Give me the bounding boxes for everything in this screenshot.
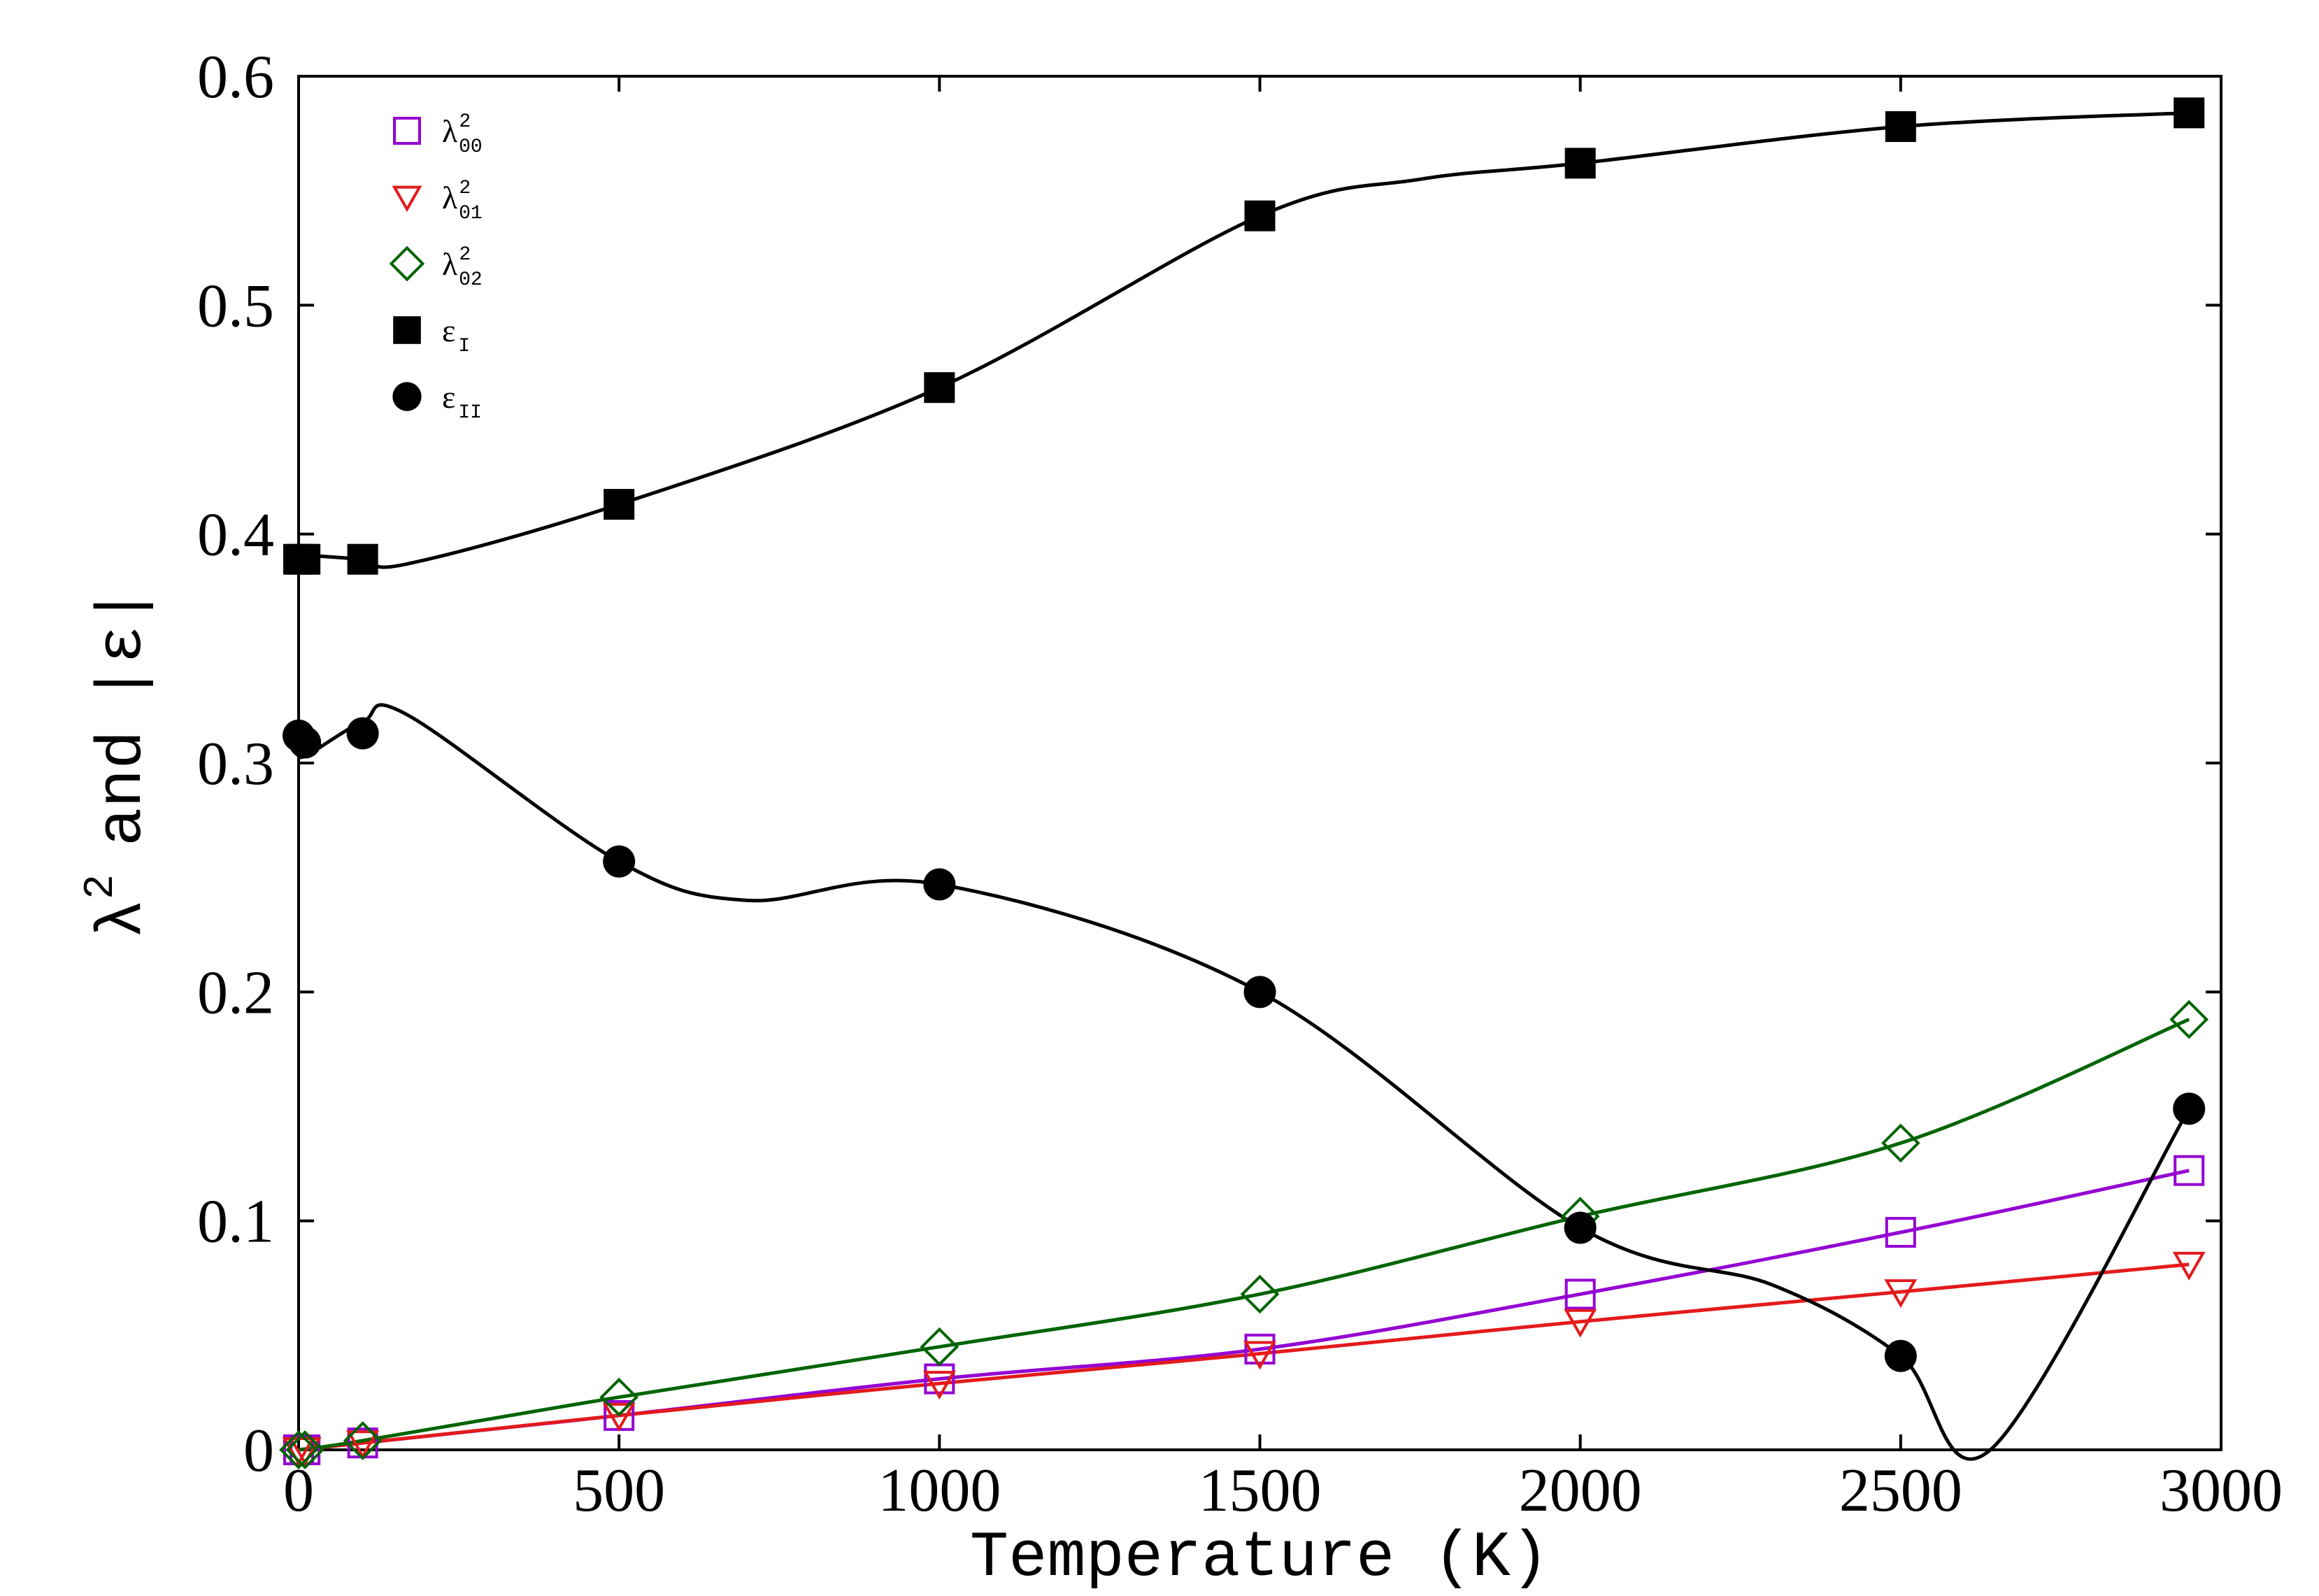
data-point [346,1430,380,1460]
y-tick-label: 0.6 [197,43,274,111]
data-point [2173,1092,2206,1125]
x-tick-label: 1500 [1199,1457,1322,1525]
data-point [289,726,322,759]
data-markers [279,97,2209,1469]
legend-marker [393,117,421,145]
svg-text:λ2and|ε|: λ2 and |ε| [78,587,159,939]
data-point [602,1402,636,1432]
legend-label: λ2 01 [442,178,483,225]
data-point [1885,111,1916,143]
data-point [1240,1274,1280,1314]
data-point [2174,1155,2205,1186]
x-tick-label: 2500 [1839,1457,1962,1525]
series-curve [296,703,2191,1461]
data-point [285,1430,324,1469]
series-curve [298,1262,2190,1452]
data-point [604,489,635,520]
y-tick-label: 0 [243,1417,274,1485]
legend-marker [392,185,422,213]
legend-marker [393,316,421,344]
y-axis-title-base: λ [86,899,159,938]
data-point [922,1371,956,1400]
plot-frame [297,75,2222,1451]
y-tick-label: 0.5 [197,272,274,340]
y-axis-title-power: 2 [78,874,125,899]
data-point [1564,148,1596,179]
legend-label: ε II [442,379,482,424]
data-point [1244,1333,1276,1365]
legend-label: λ2 02 [442,244,483,291]
legend-marker [389,245,425,282]
series-curve [298,1018,2190,1452]
y-axis-title-symbol: ε [86,625,159,664]
y-axis-title-middle: and [86,730,159,846]
data-point [924,372,955,404]
x-tick-label: 1000 [878,1457,1001,1525]
x-axis-title: Temperature (K) [970,1521,1549,1595]
legend-marker [392,382,422,411]
data-point [603,845,636,878]
data-point [2172,1251,2206,1281]
data-point [279,1430,318,1469]
data-point [920,1327,959,1367]
legend-label: λ2 00 [442,111,483,158]
data-point [343,1421,383,1460]
y-axis-title-bar-left: | [86,664,159,702]
data-point [347,543,378,575]
data-point [290,543,321,575]
data-point [1244,200,1276,231]
series-curves [296,111,2191,1461]
y-tick-label: 0.2 [197,959,274,1027]
legend: λ2 00 λ2 01 λ2 02 ε I ε II [389,111,483,424]
data-point [1564,1278,1596,1310]
series-curve [298,111,2190,569]
y-tick-label: 0.3 [197,730,274,798]
data-point [2169,999,2209,1039]
axis-ticks: 0 500 1000 1500 2000 2500 300000.10.20.30.40.5… [197,43,2283,1525]
y-tick-label: 0.1 [197,1188,274,1256]
data-point [1884,1279,1918,1309]
data-point [1564,1309,1597,1338]
data-point [1564,1211,1597,1244]
data-point [923,868,956,901]
data-point [346,717,379,750]
x-tick-label: 3000 [2160,1457,2283,1525]
y-axis-title-bar-right: | [86,587,159,625]
data-point [1881,1123,1920,1163]
data-point [2174,97,2205,129]
series-curve [298,1169,2190,1452]
x-tick-label: 2000 [1519,1457,1642,1525]
y-axis-title: λ2 and |ε| [78,587,159,939]
data-point [1243,976,1276,1009]
data-point [1885,1217,1916,1248]
y-tick-label: 0.4 [197,501,274,569]
data-point [1884,1339,1917,1372]
data-point [1243,1341,1276,1370]
data-point [599,1377,638,1417]
x-tick-label: 500 [573,1457,665,1525]
